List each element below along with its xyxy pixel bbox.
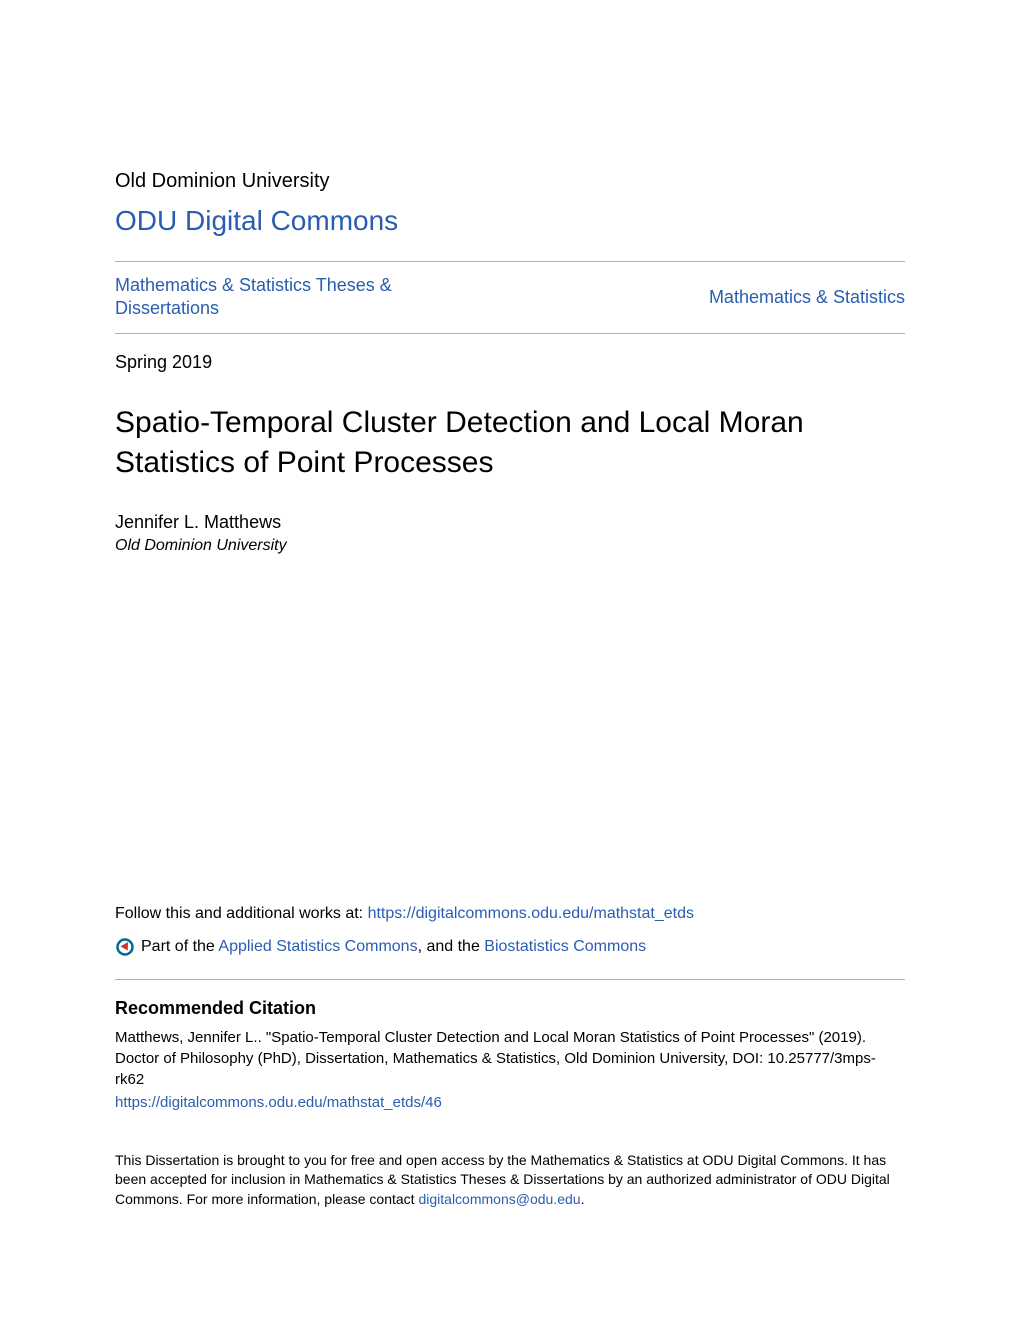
citation-link[interactable]: https://digitalcommons.odu.edu/mathstat_… — [115, 1094, 905, 1111]
follow-url-link[interactable]: https://digitalcommons.odu.edu/mathstat_… — [368, 905, 694, 922]
citation-text: Matthews, Jennifer L.. "Spatio-Temporal … — [115, 1027, 905, 1090]
follow-prefix: Follow this and additional works at: — [115, 905, 368, 922]
author-name: Jennifer L. Matthews — [115, 512, 905, 533]
follow-line: Follow this and additional works at: htt… — [115, 905, 905, 923]
commons-link-1[interactable]: Applied Statistics Commons — [218, 938, 417, 955]
contact-email-link[interactable]: digitalcommons@odu.edu — [418, 1191, 580, 1207]
follow-section: Follow this and additional works at: htt… — [115, 905, 905, 1210]
department-link[interactable]: Mathematics & Statistics — [709, 287, 905, 308]
divider-citation — [115, 979, 905, 980]
footer-text: This Dissertation is brought to you for … — [115, 1151, 905, 1210]
part-of-prefix: Part of the — [141, 938, 218, 955]
part-of-text: Part of the Applied Statistics Commons, … — [141, 938, 646, 956]
network-icon — [115, 937, 135, 957]
university-name: Old Dominion University — [115, 170, 905, 193]
recommended-citation-heading: Recommended Citation — [115, 998, 905, 1019]
commons-link-2[interactable]: Biostatistics Commons — [484, 938, 646, 955]
part-of-line: Part of the Applied Statistics Commons, … — [115, 937, 905, 957]
collection-link[interactable]: Mathematics & Statistics Theses & Disser… — [115, 274, 435, 321]
author-affiliation: Old Dominion University — [115, 537, 905, 555]
repository-link[interactable]: ODU Digital Commons — [115, 205, 905, 237]
footer-suffix: . — [581, 1191, 585, 1207]
page-container: Old Dominion University ODU Digital Comm… — [0, 0, 1020, 1270]
part-of-joiner: , and the — [418, 938, 485, 955]
divider-breadcrumb — [115, 333, 905, 334]
paper-title: Spatio-Temporal Cluster Detection and Lo… — [115, 403, 905, 484]
publication-date: Spring 2019 — [115, 352, 905, 373]
breadcrumb: Mathematics & Statistics Theses & Disser… — [115, 262, 905, 333]
